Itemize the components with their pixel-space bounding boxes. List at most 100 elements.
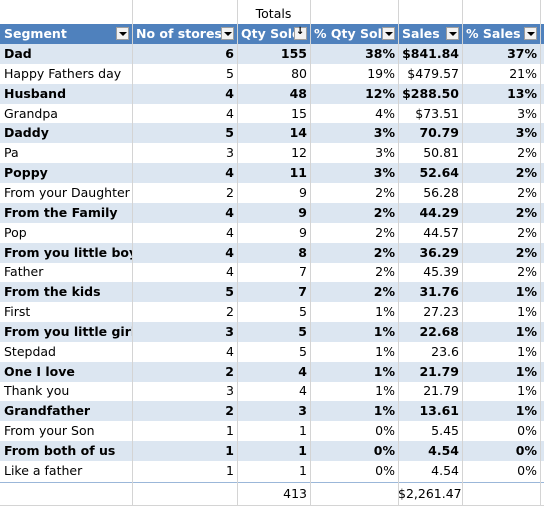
pct-sales-cell[interactable]: 37% [507, 46, 537, 61]
sales-cell[interactable]: 27.23 [423, 304, 459, 320]
no-of-stores-cell[interactable]: 5 [225, 125, 234, 141]
segment-filter-button[interactable] [116, 27, 129, 40]
no-of-stores-cell[interactable]: 4 [225, 165, 234, 181]
segment-cell[interactable]: From you little boy [4, 244, 132, 260]
segment-cell[interactable]: Pa [4, 145, 19, 161]
pct-qty-sold-cell[interactable]: 2% [373, 244, 395, 260]
pct-qty-sold-cell[interactable]: 38% [365, 46, 395, 61]
pct-qty-sold-cell[interactable]: 2% [375, 264, 395, 280]
pct-qty-sold-filter-button[interactable] [382, 27, 395, 40]
pct-sales-cell[interactable]: 1% [517, 383, 537, 399]
pct-sales-cell[interactable]: 3% [515, 125, 537, 141]
pct-sales-cell[interactable]: 2% [517, 184, 537, 200]
sales-cell[interactable]: 21.79 [423, 383, 459, 399]
qty-sold-cell[interactable]: 9 [299, 184, 307, 200]
sales-cell[interactable]: 31.76 [419, 284, 459, 300]
qty-sold-cell[interactable]: 4 [298, 363, 307, 379]
no-of-stores-cell[interactable]: 4 [226, 343, 234, 359]
no-of-stores-cell[interactable]: 4 [226, 224, 234, 240]
pct-sales-cell[interactable]: 3% [517, 105, 537, 121]
qty-sold-cell[interactable]: 11 [289, 165, 307, 181]
pct-qty-sold-cell[interactable]: 1% [373, 323, 395, 339]
segment-cell[interactable]: From both of us [4, 443, 116, 458]
pct-qty-sold-cell[interactable]: 2% [375, 184, 395, 200]
no-of-stores-cell[interactable]: 1 [226, 423, 234, 439]
sales-cell[interactable]: 50.81 [423, 145, 459, 161]
pct-sales-cell[interactable]: 1% [515, 363, 537, 379]
pct-qty-sold-cell[interactable]: 1% [375, 383, 395, 399]
sales-cell[interactable]: 23.6 [431, 343, 459, 359]
qty-sold-cell[interactable]: 1 [299, 423, 307, 439]
no-of-stores-cell[interactable]: 3 [226, 145, 234, 161]
pct-sales-cell[interactable]: 13% [507, 85, 537, 101]
sales-cell[interactable]: $841.84 [402, 46, 459, 61]
sales-filter-button[interactable] [446, 27, 459, 40]
no-of-stores-cell[interactable]: 4 [225, 85, 234, 101]
sales-cell[interactable]: 4.54 [431, 462, 459, 478]
segment-cell[interactable]: Father [4, 264, 44, 280]
segment-cell[interactable]: From the Family [4, 204, 118, 220]
segment-cell[interactable]: Like a father [4, 462, 83, 478]
sales-cell[interactable]: 13.61 [419, 403, 459, 419]
segment-cell[interactable]: Pop [4, 224, 27, 240]
segment-cell[interactable]: Husband [4, 85, 67, 101]
no-of-stores-cell[interactable]: 1 [225, 443, 234, 458]
pct-sales-filter-button[interactable] [524, 27, 537, 40]
no-of-stores-cell[interactable]: 5 [226, 65, 234, 81]
qty-sold-cell[interactable]: 4 [299, 383, 307, 399]
pct-qty-sold-cell[interactable]: 1% [375, 304, 395, 320]
qty-sold-cell[interactable]: 7 [298, 284, 307, 300]
segment-cell[interactable]: Thank you [4, 383, 70, 399]
sales-cell[interactable]: 45.39 [423, 264, 459, 280]
qty-sold-cell[interactable]: 12 [291, 145, 307, 161]
qty-sold-cell[interactable]: 9 [299, 224, 307, 240]
pct-qty-sold-cell[interactable]: 12% [365, 85, 395, 101]
pct-qty-sold-cell[interactable]: 0% [375, 423, 395, 439]
sales-cell[interactable]: $479.57 [407, 65, 459, 81]
no-of-stores-cell[interactable]: 2 [225, 363, 234, 379]
no-of-stores-cell[interactable]: 2 [226, 184, 234, 200]
pct-sales-cell[interactable]: 1% [517, 343, 537, 359]
pct-qty-sold-cell[interactable]: 19% [367, 65, 395, 81]
no-of-stores-filter-button[interactable] [221, 27, 234, 40]
segment-cell[interactable]: One I love [4, 363, 75, 379]
sales-cell[interactable]: 44.57 [423, 224, 459, 240]
sales-cell[interactable]: 4.54 [428, 443, 459, 458]
pct-sales-cell[interactable]: 0% [517, 423, 537, 439]
segment-cell[interactable]: From you little girl [4, 323, 132, 339]
pct-sales-cell[interactable]: 2% [517, 264, 537, 280]
pct-sales-cell[interactable]: 1% [515, 284, 537, 300]
no-of-stores-cell[interactable]: 4 [226, 105, 234, 121]
no-of-stores-cell[interactable]: 2 [226, 304, 234, 320]
segment-cell[interactable]: Grandpa [4, 105, 58, 121]
pct-sales-cell[interactable]: 2% [517, 145, 537, 161]
qty-sold-cell[interactable]: 155 [280, 46, 307, 61]
sales-cell[interactable]: 5.45 [431, 423, 459, 439]
no-of-stores-cell[interactable]: 6 [225, 46, 234, 61]
qty-sold-cell[interactable]: 1 [298, 443, 307, 458]
qty-sold-cell[interactable]: 5 [299, 304, 307, 320]
pct-qty-sold-cell[interactable]: 1% [373, 403, 395, 419]
qty-sold-cell[interactable]: 15 [291, 105, 307, 121]
no-of-stores-cell[interactable]: 4 [226, 264, 234, 280]
pct-qty-sold-cell[interactable]: 3% [375, 145, 395, 161]
no-of-stores-cell[interactable]: 3 [226, 383, 234, 399]
segment-cell[interactable]: Grandfather [4, 403, 91, 419]
pct-sales-cell[interactable]: 1% [517, 304, 537, 320]
qty-sold-cell[interactable]: 5 [298, 323, 307, 339]
pct-qty-sold-cell[interactable]: 2% [373, 284, 395, 300]
segment-cell[interactable]: Dad [4, 46, 32, 61]
sales-cell[interactable]: 44.29 [419, 204, 459, 220]
pct-qty-sold-cell[interactable]: 3% [373, 165, 395, 181]
pct-qty-sold-cell[interactable]: 3% [373, 125, 395, 141]
pct-qty-sold-cell[interactable]: 0% [375, 462, 395, 478]
segment-cell[interactable]: Poppy [4, 165, 48, 181]
no-of-stores-cell[interactable]: 5 [225, 284, 234, 300]
no-of-stores-cell[interactable]: 1 [226, 462, 234, 478]
segment-cell[interactable]: From your Daughter [4, 184, 130, 200]
segment-cell[interactable]: Happy Fathers day [4, 65, 122, 81]
pct-qty-sold-cell[interactable]: 1% [373, 363, 395, 379]
qty-sold-cell[interactable]: 3 [298, 403, 307, 419]
sales-cell[interactable]: 56.28 [423, 184, 459, 200]
pct-sales-cell[interactable]: 2% [517, 224, 537, 240]
